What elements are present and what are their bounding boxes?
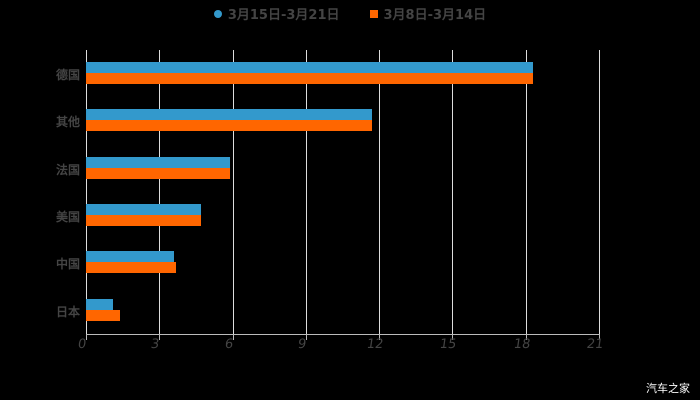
legend-item-series-1[interactable]: 3月15日-3月21日 xyxy=(213,4,340,23)
gridline xyxy=(525,50,527,334)
y-category-label: 美国 xyxy=(55,210,80,224)
y-category-label: 其他 xyxy=(55,115,80,130)
x-tick xyxy=(232,334,234,340)
square-marker-icon xyxy=(369,9,378,18)
gridline xyxy=(159,50,161,334)
x-tick-label: 15 xyxy=(439,337,458,352)
bar[interactable] xyxy=(86,73,534,84)
gridline xyxy=(379,50,381,334)
bar[interactable] xyxy=(86,109,372,121)
x-tick xyxy=(379,334,381,340)
chart-legend: 3月15日-3月21日 3月8日-3月14日 xyxy=(0,4,700,23)
y-category-label: 德国 xyxy=(55,68,80,82)
legend-item-series-2[interactable]: 3月8日-3月14日 xyxy=(369,4,487,23)
bar[interactable] xyxy=(86,251,174,263)
x-tick xyxy=(305,334,307,340)
x-tick-label: 9 xyxy=(296,337,308,352)
y-category-label: 日本 xyxy=(55,304,80,319)
y-category-label: 中国 xyxy=(55,257,80,272)
bar[interactable] xyxy=(86,62,534,73)
x-tick xyxy=(452,334,454,340)
gridline xyxy=(232,50,234,334)
y-category-label: 法国 xyxy=(55,162,80,177)
legend-label: 3月8日-3月14日 xyxy=(383,8,487,23)
x-tick-label: 21 xyxy=(585,337,605,352)
legend-label: 3月15日-3月21日 xyxy=(227,8,340,23)
x-tick-label: 3 xyxy=(150,337,161,352)
bar[interactable] xyxy=(86,262,177,274)
x-tick-label: 12 xyxy=(365,337,385,352)
x-tick xyxy=(159,334,161,340)
bar[interactable] xyxy=(86,167,231,179)
gridline xyxy=(452,50,454,334)
bar[interactable] xyxy=(86,215,201,226)
gridline xyxy=(599,50,600,334)
watermark: 汽车之家 xyxy=(646,382,690,395)
circle-marker-icon xyxy=(213,9,222,18)
x-tick xyxy=(86,334,87,340)
x-tick-label: 0 xyxy=(76,337,88,352)
bar[interactable] xyxy=(86,156,231,168)
x-tick-label: 18 xyxy=(512,337,532,352)
x-axis-line xyxy=(86,334,600,335)
gridline xyxy=(86,50,87,334)
bar[interactable] xyxy=(86,120,372,132)
bar[interactable] xyxy=(86,298,113,310)
x-tick xyxy=(599,334,600,340)
bar[interactable] xyxy=(86,204,201,215)
x-tick-label: 6 xyxy=(223,337,234,352)
gridline xyxy=(305,50,307,334)
bar[interactable] xyxy=(86,309,121,321)
x-tick xyxy=(525,334,527,340)
plot-area xyxy=(86,50,600,334)
